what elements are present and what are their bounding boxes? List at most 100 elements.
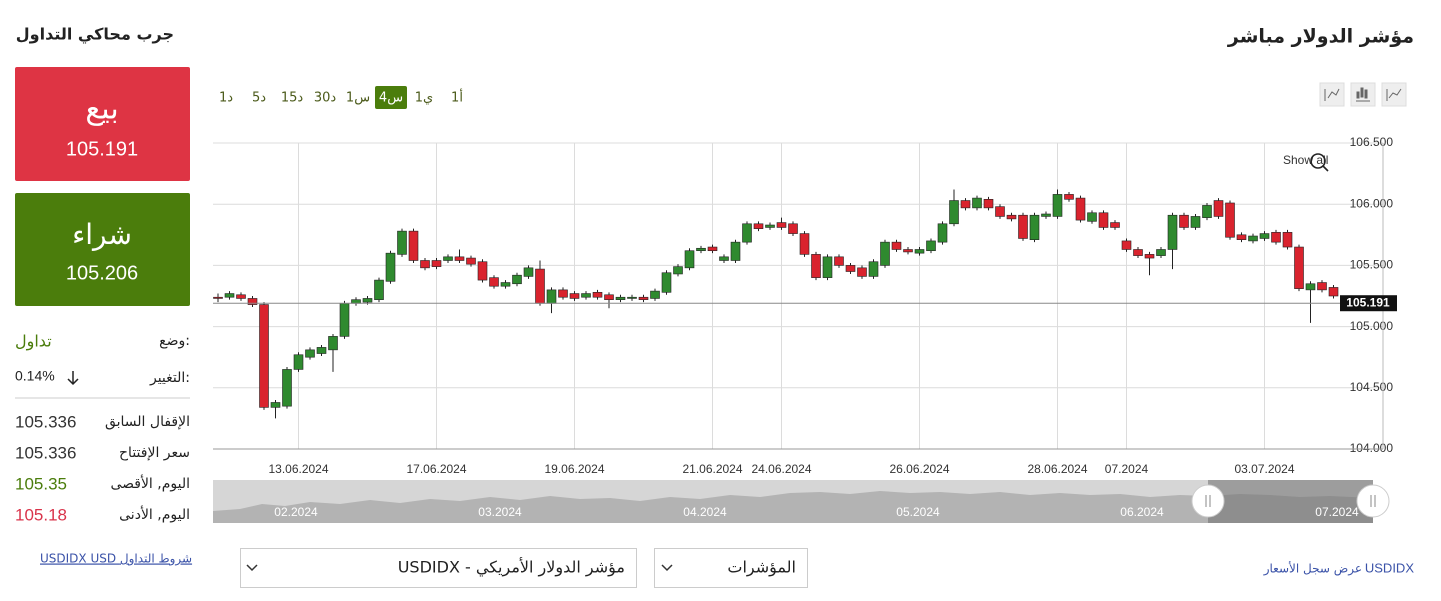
- sell-price[interactable]: 105.191: [66, 138, 138, 160]
- candle-body: [213, 296, 223, 299]
- area-chart-icon[interactable]: [1381, 82, 1407, 107]
- buy-button[interactable]: [15, 193, 190, 306]
- stat-label: الإقفال السابق: [105, 414, 190, 430]
- instrument-dropdown[interactable]: [240, 548, 637, 588]
- category-value[interactable]: المؤشرات: [727, 558, 796, 578]
- timeframe-button[interactable]: 30د: [314, 91, 337, 106]
- navigator-label: 05.2024: [896, 505, 940, 519]
- buy-label[interactable]: شراء: [72, 218, 132, 251]
- candle-body: [1179, 214, 1189, 228]
- candle-body: [1282, 232, 1293, 248]
- icon-stroke: [1360, 87, 1364, 98]
- change-label: التغيير:: [149, 370, 190, 386]
- sell-button[interactable]: [15, 67, 190, 181]
- candle-body: [937, 223, 948, 243]
- timeframe-button[interactable]: 4س: [379, 91, 403, 106]
- candle-body: [742, 223, 752, 243]
- stat-value: 105.336: [15, 412, 76, 431]
- candle-body: [454, 256, 465, 261]
- terms-link[interactable]: USDIDX USD شروط التداول: [40, 552, 192, 567]
- candle-body: [1328, 287, 1339, 297]
- y-tick-label: 106.000: [1350, 196, 1394, 210]
- candle-body: [949, 200, 959, 225]
- candle-body: [236, 294, 246, 299]
- history-link[interactable]: عرض سجل الأسعار: [1263, 561, 1362, 577]
- candle-body: [707, 246, 718, 252]
- icon-stroke: [1364, 89, 1368, 99]
- candle-body: [834, 256, 844, 266]
- candle-body: [1006, 214, 1017, 220]
- candle-body: [650, 290, 660, 299]
- candle-body: [845, 265, 856, 272]
- x-tick-label: 26.06.2024: [889, 462, 949, 476]
- timeframe-button[interactable]: 5د: [252, 91, 266, 106]
- plot: 13.06.2024 17.06.2024 19.06.2024 21.06.2024…: [213, 135, 1397, 476]
- candle-body: [661, 272, 672, 293]
- candle-body: [443, 256, 453, 261]
- chevron: [661, 564, 673, 572]
- x-tick-label: 19.06.2024: [544, 462, 604, 476]
- candle-body: [512, 274, 522, 285]
- line-chart-icon[interactable]: [1319, 82, 1345, 107]
- candle-body: [1317, 282, 1327, 291]
- history-symbol[interactable]: USDIDX: [1365, 560, 1414, 575]
- candle-body: [1259, 233, 1270, 239]
- navigator-area: [213, 491, 1373, 523]
- candle-body: [1236, 234, 1247, 240]
- candle-body: [1248, 235, 1258, 242]
- stats: الإقفال السابق 105.336 سعر الإفتتاح 105.336…: [15, 412, 190, 524]
- candle-body: [903, 249, 913, 253]
- last-price-tag: [1340, 295, 1397, 312]
- candle-body: [466, 257, 476, 265]
- candle-body: [420, 260, 430, 269]
- candle-body: [1156, 249, 1166, 256]
- sell-label[interactable]: بيع: [85, 92, 118, 127]
- candle-body: [1271, 232, 1281, 243]
- navigator-handle[interactable]: [1191, 484, 1225, 518]
- candle-body: [316, 347, 327, 354]
- candle-body: [615, 296, 626, 300]
- candle-body: [1144, 254, 1155, 259]
- x-tick-label: 03.07.2024: [1234, 462, 1294, 476]
- instrument-value[interactable]: USDIDX - مؤشر الدولار الأمريكي: [398, 557, 625, 578]
- candle-body: [500, 282, 511, 287]
- y-tick-label: 105.000: [1350, 319, 1394, 333]
- timeframe-button[interactable]: 1أ: [451, 89, 463, 106]
- status-label: وضع:: [159, 333, 190, 349]
- timeframe-button[interactable]: 15د: [281, 91, 304, 106]
- candle-body: [1190, 216, 1201, 228]
- navigator-handle[interactable]: [1356, 484, 1390, 518]
- candle-body: [1213, 200, 1224, 217]
- candle-body: [1294, 246, 1304, 289]
- buy-price[interactable]: 105.206: [66, 262, 138, 284]
- navigator-label: 07.2024: [1315, 505, 1359, 519]
- candle-body: [328, 336, 338, 351]
- stat-value: 105.336: [15, 443, 76, 462]
- page-title: مؤشر الدولار مباشر: [1227, 26, 1414, 48]
- timeframe-button[interactable]: 1د: [219, 91, 233, 106]
- candle-body: [926, 240, 936, 252]
- status-value: تداول: [15, 332, 52, 352]
- show-all-button[interactable]: Show all: [1283, 153, 1328, 167]
- candle-body: [535, 268, 545, 304]
- candle-body: [1087, 212, 1097, 222]
- category-dropdown[interactable]: [654, 548, 808, 588]
- candle-body: [799, 233, 810, 255]
- icon-stroke: [1356, 91, 1360, 99]
- navigator: 02.2024 03.2024 04.2024 05.2024 06.2024 07.20…: [213, 480, 1390, 523]
- chevron: [246, 564, 258, 572]
- y-tick-label: 104.500: [1350, 380, 1394, 394]
- timeframe-button[interactable]: 1ي: [415, 91, 433, 106]
- candle-body: [1202, 205, 1212, 218]
- candle-body: [408, 230, 419, 261]
- candle-body: [696, 247, 706, 252]
- timeframe-active-bg[interactable]: [375, 86, 407, 109]
- navigator-label: 03.2024: [478, 505, 522, 519]
- candle-body: [431, 260, 442, 267]
- candle-body: [638, 296, 649, 300]
- timeframe-button[interactable]: 1س: [346, 91, 370, 106]
- navigator-label: 04.2024: [683, 505, 727, 519]
- navigator-selection[interactable]: [1208, 480, 1373, 523]
- zoom-icon[interactable]: [1310, 153, 1329, 172]
